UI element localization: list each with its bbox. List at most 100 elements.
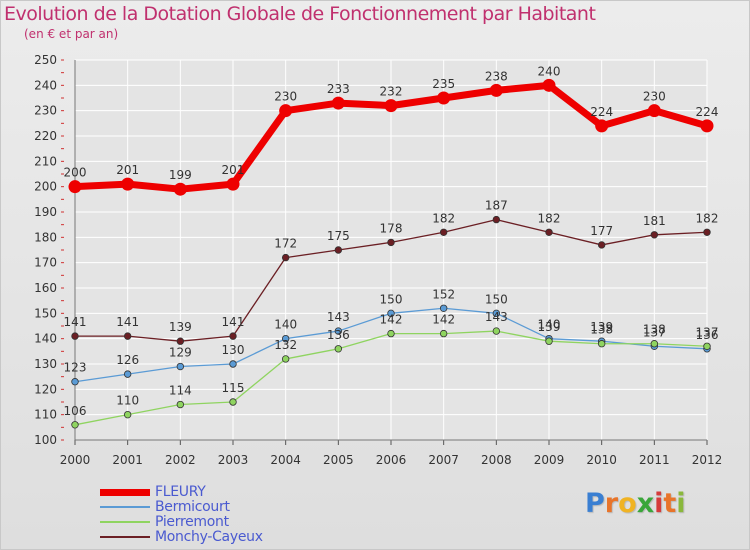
data-point (71, 421, 79, 429)
data-label: 142 (432, 313, 455, 327)
x-tick-label: 2003 (218, 453, 249, 467)
data-point (123, 370, 132, 378)
proxiti-logo: Proxiti (585, 488, 686, 519)
data-point (439, 329, 448, 338)
data-point (439, 228, 448, 236)
data-label: 126 (116, 353, 139, 367)
data-label: 187 (485, 199, 508, 213)
data-label: 142 (380, 313, 403, 327)
data-label: 132 (274, 338, 297, 352)
y-tick-label: 100 (34, 433, 57, 447)
y-tick-label: 140 (34, 332, 57, 346)
data-label: 200 (64, 166, 87, 180)
y-tick-label: 220 (34, 129, 57, 143)
data-label: 115 (222, 381, 245, 395)
data-point (703, 342, 711, 350)
data-point (492, 309, 501, 318)
data-point (650, 231, 659, 239)
y-tick-label: 180 (34, 230, 57, 244)
legend-item: Monchy-Cayeux (100, 530, 340, 545)
legend-swatch (100, 506, 150, 508)
data-label: 140 (274, 318, 297, 332)
data-point (176, 362, 185, 371)
series-fleury: 200 201 199 201 230 233 232 235 238 240 224 230 224 (64, 64, 718, 196)
data-point (700, 119, 714, 133)
x-tick-label: 2012 (692, 453, 723, 467)
legend-item: Pierremont (100, 515, 340, 530)
x-tick-label: 2006 (376, 453, 407, 467)
chart-legend: FLEURY Bermicourt Pierremont Monchy-Cayeux (100, 485, 340, 545)
y-tick-label: 120 (34, 382, 57, 396)
data-label: 138 (643, 323, 666, 337)
x-tick-label: 2000 (60, 453, 91, 467)
logo-letter: r (604, 488, 619, 519)
data-label: 238 (485, 69, 508, 83)
y-tick-label: 240 (34, 78, 57, 92)
data-point (334, 327, 343, 335)
legend-label: Monchy-Cayeux (155, 529, 263, 545)
x-tick-label: 2001 (112, 453, 143, 467)
data-label: 138 (590, 323, 613, 337)
data-point (176, 400, 185, 409)
data-point (542, 78, 556, 92)
x-tick-label: 2008 (481, 453, 512, 467)
data-label: 114 (169, 384, 192, 398)
x-tick-label: 2002 (165, 453, 196, 467)
data-label: 230 (274, 90, 297, 104)
data-label: 129 (169, 346, 192, 360)
data-label: 141 (64, 315, 87, 329)
logo-letter: i (654, 488, 664, 519)
data-point (176, 337, 185, 345)
data-label: 233 (327, 82, 350, 96)
x-tick-label: 2005 (323, 453, 354, 467)
logo-letter: i (676, 488, 686, 519)
data-point (703, 228, 711, 236)
series-monchy-cayeux: 141 141 139 141 172 175 178 182 187 182 177 181 182 (64, 199, 718, 345)
data-label: 177 (590, 224, 613, 238)
data-label: 235 (432, 77, 455, 91)
data-label: 224 (590, 105, 613, 119)
data-label: 152 (432, 287, 455, 301)
legend-item: Bermicourt (100, 500, 340, 515)
logo-letter: x (636, 488, 655, 519)
data-label: 130 (222, 343, 245, 357)
data-label: 123 (64, 361, 87, 375)
y-tick-label: 110 (34, 408, 57, 422)
data-label: 136 (327, 328, 350, 342)
data-point (331, 96, 345, 110)
data-point (650, 340, 659, 348)
data-point (545, 228, 553, 236)
data-label: 175 (327, 229, 350, 243)
data-point (545, 337, 553, 345)
y-tick-label: 250 (34, 53, 57, 67)
data-point (71, 378, 79, 386)
data-label: 240 (538, 64, 561, 78)
x-tick-label: 2007 (428, 453, 459, 467)
data-point (226, 177, 240, 191)
chart-title: Evolution de la Dotation Globale de Fonc… (4, 3, 596, 25)
data-label: 232 (380, 85, 403, 99)
data-label: 182 (432, 211, 455, 225)
data-label: 139 (538, 320, 561, 334)
data-label: 182 (538, 211, 561, 225)
data-label: 150 (380, 292, 403, 306)
y-tick-label: 150 (34, 306, 57, 320)
y-tick-label: 190 (34, 205, 57, 219)
data-label: 178 (380, 221, 403, 235)
logo-letter: o (618, 488, 637, 519)
data-label: 137 (643, 325, 666, 339)
data-point (492, 215, 501, 224)
data-label: 201 (116, 163, 139, 177)
y-tick-label: 130 (34, 357, 57, 371)
x-tick-label: 2004 (270, 453, 301, 467)
data-label: 139 (169, 320, 192, 334)
data-label: 201 (222, 163, 245, 177)
data-label: 106 (64, 404, 87, 418)
data-point (595, 119, 609, 133)
legend-label: FLEURY (155, 484, 206, 500)
logo-letter: P (585, 488, 605, 519)
data-point (229, 398, 237, 406)
legend-label: Pierremont (155, 514, 229, 530)
y-tick-label: 170 (34, 256, 57, 270)
data-point (334, 246, 343, 254)
